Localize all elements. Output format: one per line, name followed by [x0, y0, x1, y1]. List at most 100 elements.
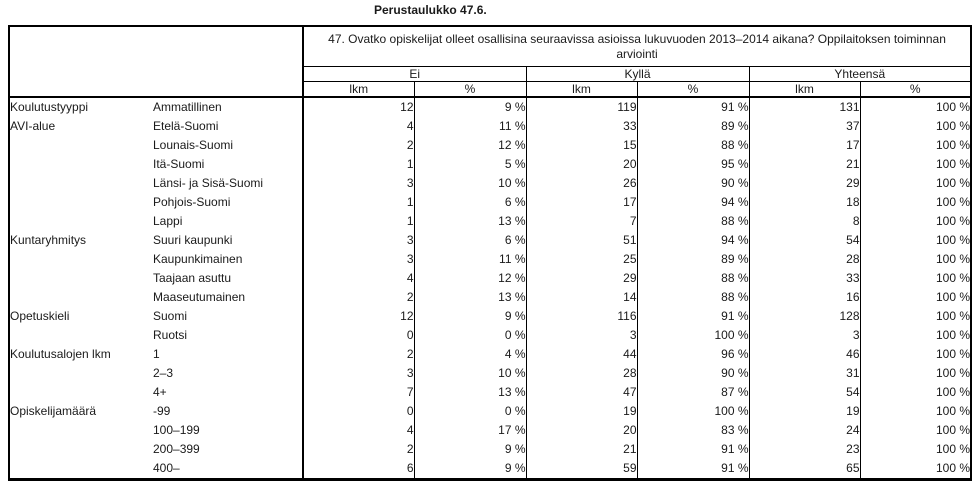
value-cell: 23	[748, 440, 860, 459]
value-cell: 6	[302, 459, 414, 480]
value-cell: 100 %	[859, 288, 972, 307]
sub-header-row: lkm % lkm % lkm %	[9, 81, 972, 98]
value-cell: 9 %	[413, 307, 526, 326]
table-row: AVI-alue Etelä-Suomi 4 11 % 33 89 % 37 100 %	[9, 117, 972, 136]
value-cell: 94 %	[636, 231, 749, 250]
value-cell: 100 %	[859, 440, 972, 459]
value-cell: 12 %	[413, 136, 526, 155]
value-cell: 2	[302, 440, 414, 459]
value-cell: 95 %	[636, 155, 749, 174]
value-cell: 100 %	[859, 231, 972, 250]
value-cell: 100 %	[859, 326, 972, 345]
value-cell: 83 %	[636, 421, 749, 440]
value-cell: 47	[525, 383, 637, 402]
value-cell: 11 %	[413, 250, 526, 269]
category-cell: AVI-alue	[10, 119, 56, 133]
label-cell: Suomi	[153, 309, 188, 323]
table-row: Itä-Suomi 1 5 % 20 95 % 21 100 %	[9, 155, 972, 174]
value-cell: 6 %	[413, 193, 526, 212]
value-cell: 33	[748, 269, 860, 288]
value-cell: 3	[748, 326, 860, 345]
value-cell: 100 %	[859, 307, 972, 326]
value-cell: 17	[525, 193, 637, 212]
corner-cell	[9, 26, 304, 98]
value-cell: 9 %	[413, 459, 526, 480]
value-cell: 100 %	[859, 459, 972, 480]
label-cell: Etelä-Suomi	[153, 119, 219, 133]
value-cell: 10 %	[413, 174, 526, 193]
value-cell: 100 %	[859, 383, 972, 402]
value-cell: 6 %	[413, 231, 526, 250]
value-cell: 3	[302, 364, 414, 383]
label-cell: Itä-Suomi	[153, 157, 205, 171]
table-row: Lappi 1 13 % 7 88 % 8 100 %	[9, 212, 972, 231]
label-cell: Maaseutumainen	[153, 290, 246, 304]
label-cell: Kaupunkimainen	[153, 252, 243, 266]
table-row: Kaupunkimainen 3 11 % 25 89 % 28 100 %	[9, 250, 972, 269]
value-cell: 8	[748, 212, 860, 231]
table-row: Ruotsi 0 0 % 3 100 % 3 100 %	[9, 326, 972, 345]
value-cell: 9 %	[413, 440, 526, 459]
category-cell	[9, 212, 153, 231]
value-cell: 131	[748, 97, 860, 117]
value-cell: 19	[525, 402, 637, 421]
value-cell: 29	[525, 269, 637, 288]
label-cell: 200–399	[153, 442, 200, 456]
value-cell: 17	[748, 136, 860, 155]
table-row: Lounais-Suomi 2 12 % 15 88 % 17 100 %	[9, 136, 972, 155]
table-row: 100–199 4 17 % 20 83 % 24 100 %	[9, 421, 972, 440]
value-cell: 91 %	[636, 440, 749, 459]
value-cell: 3	[302, 231, 414, 250]
value-cell: 54	[748, 383, 860, 402]
value-cell: 12	[302, 307, 414, 326]
value-cell: 91 %	[636, 97, 749, 117]
value-cell: 9 %	[413, 97, 526, 117]
value-cell: 28	[525, 364, 637, 383]
col-header-ei-pct: %	[413, 81, 526, 98]
value-cell: 37	[748, 117, 860, 136]
category-cell	[9, 288, 153, 307]
statistics-table: 47. Ovatko opiskelijat olleet osallisina…	[8, 25, 973, 481]
group-header-yhteensa: Yhteensä	[748, 66, 972, 82]
label-cell: Länsi- ja Sisä-Suomi	[153, 176, 264, 190]
category-cell	[9, 326, 153, 345]
col-header-yhteensa-lkm: lkm	[748, 81, 860, 98]
value-cell: 19	[748, 402, 860, 421]
label-cell: -99	[153, 404, 171, 418]
table-row: 200–399 2 9 % 21 91 % 23 100 %	[9, 440, 972, 459]
category-cell	[9, 440, 153, 459]
value-cell: 100 %	[859, 345, 972, 364]
category-cell	[9, 193, 153, 212]
value-cell: 25	[525, 250, 637, 269]
value-cell: 12	[302, 97, 414, 117]
category-cell	[9, 364, 153, 383]
value-cell: 88 %	[636, 212, 749, 231]
category-cell: Kuntaryhmitys	[10, 233, 87, 247]
value-cell: 20	[525, 421, 637, 440]
value-cell: 100 %	[859, 364, 972, 383]
value-cell: 21	[748, 155, 860, 174]
label-cell: Lappi	[153, 214, 183, 228]
value-cell: 2	[302, 288, 414, 307]
value-cell: 2	[302, 136, 414, 155]
value-cell: 87 %	[636, 383, 749, 402]
label-cell: Pohjois-Suomi	[153, 195, 231, 209]
table-row: Länsi- ja Sisä-Suomi 3 10 % 26 90 % 29 100 %	[9, 174, 972, 193]
value-cell: 96 %	[636, 345, 749, 364]
value-cell: 11 %	[413, 117, 526, 136]
value-cell: 116	[525, 307, 637, 326]
value-cell: 88 %	[636, 269, 749, 288]
group-header-kylla: Kyllä	[525, 66, 749, 82]
value-cell: 100 %	[859, 97, 972, 117]
col-header-kylla-lkm: lkm	[525, 81, 637, 98]
value-cell: 90 %	[636, 174, 749, 193]
value-cell: 44	[525, 345, 637, 364]
value-cell: 89 %	[636, 250, 749, 269]
value-cell: 91 %	[636, 459, 749, 480]
value-cell: 54	[748, 231, 860, 250]
value-cell: 28	[748, 250, 860, 269]
table-row: Kuntaryhmitys Suuri kaupunki 3 6 % 51 94 % 54 1…	[9, 231, 972, 250]
table-row: Taajaan asuttu 4 12 % 29 88 % 33 100 %	[9, 269, 972, 288]
value-cell: 3	[525, 326, 637, 345]
